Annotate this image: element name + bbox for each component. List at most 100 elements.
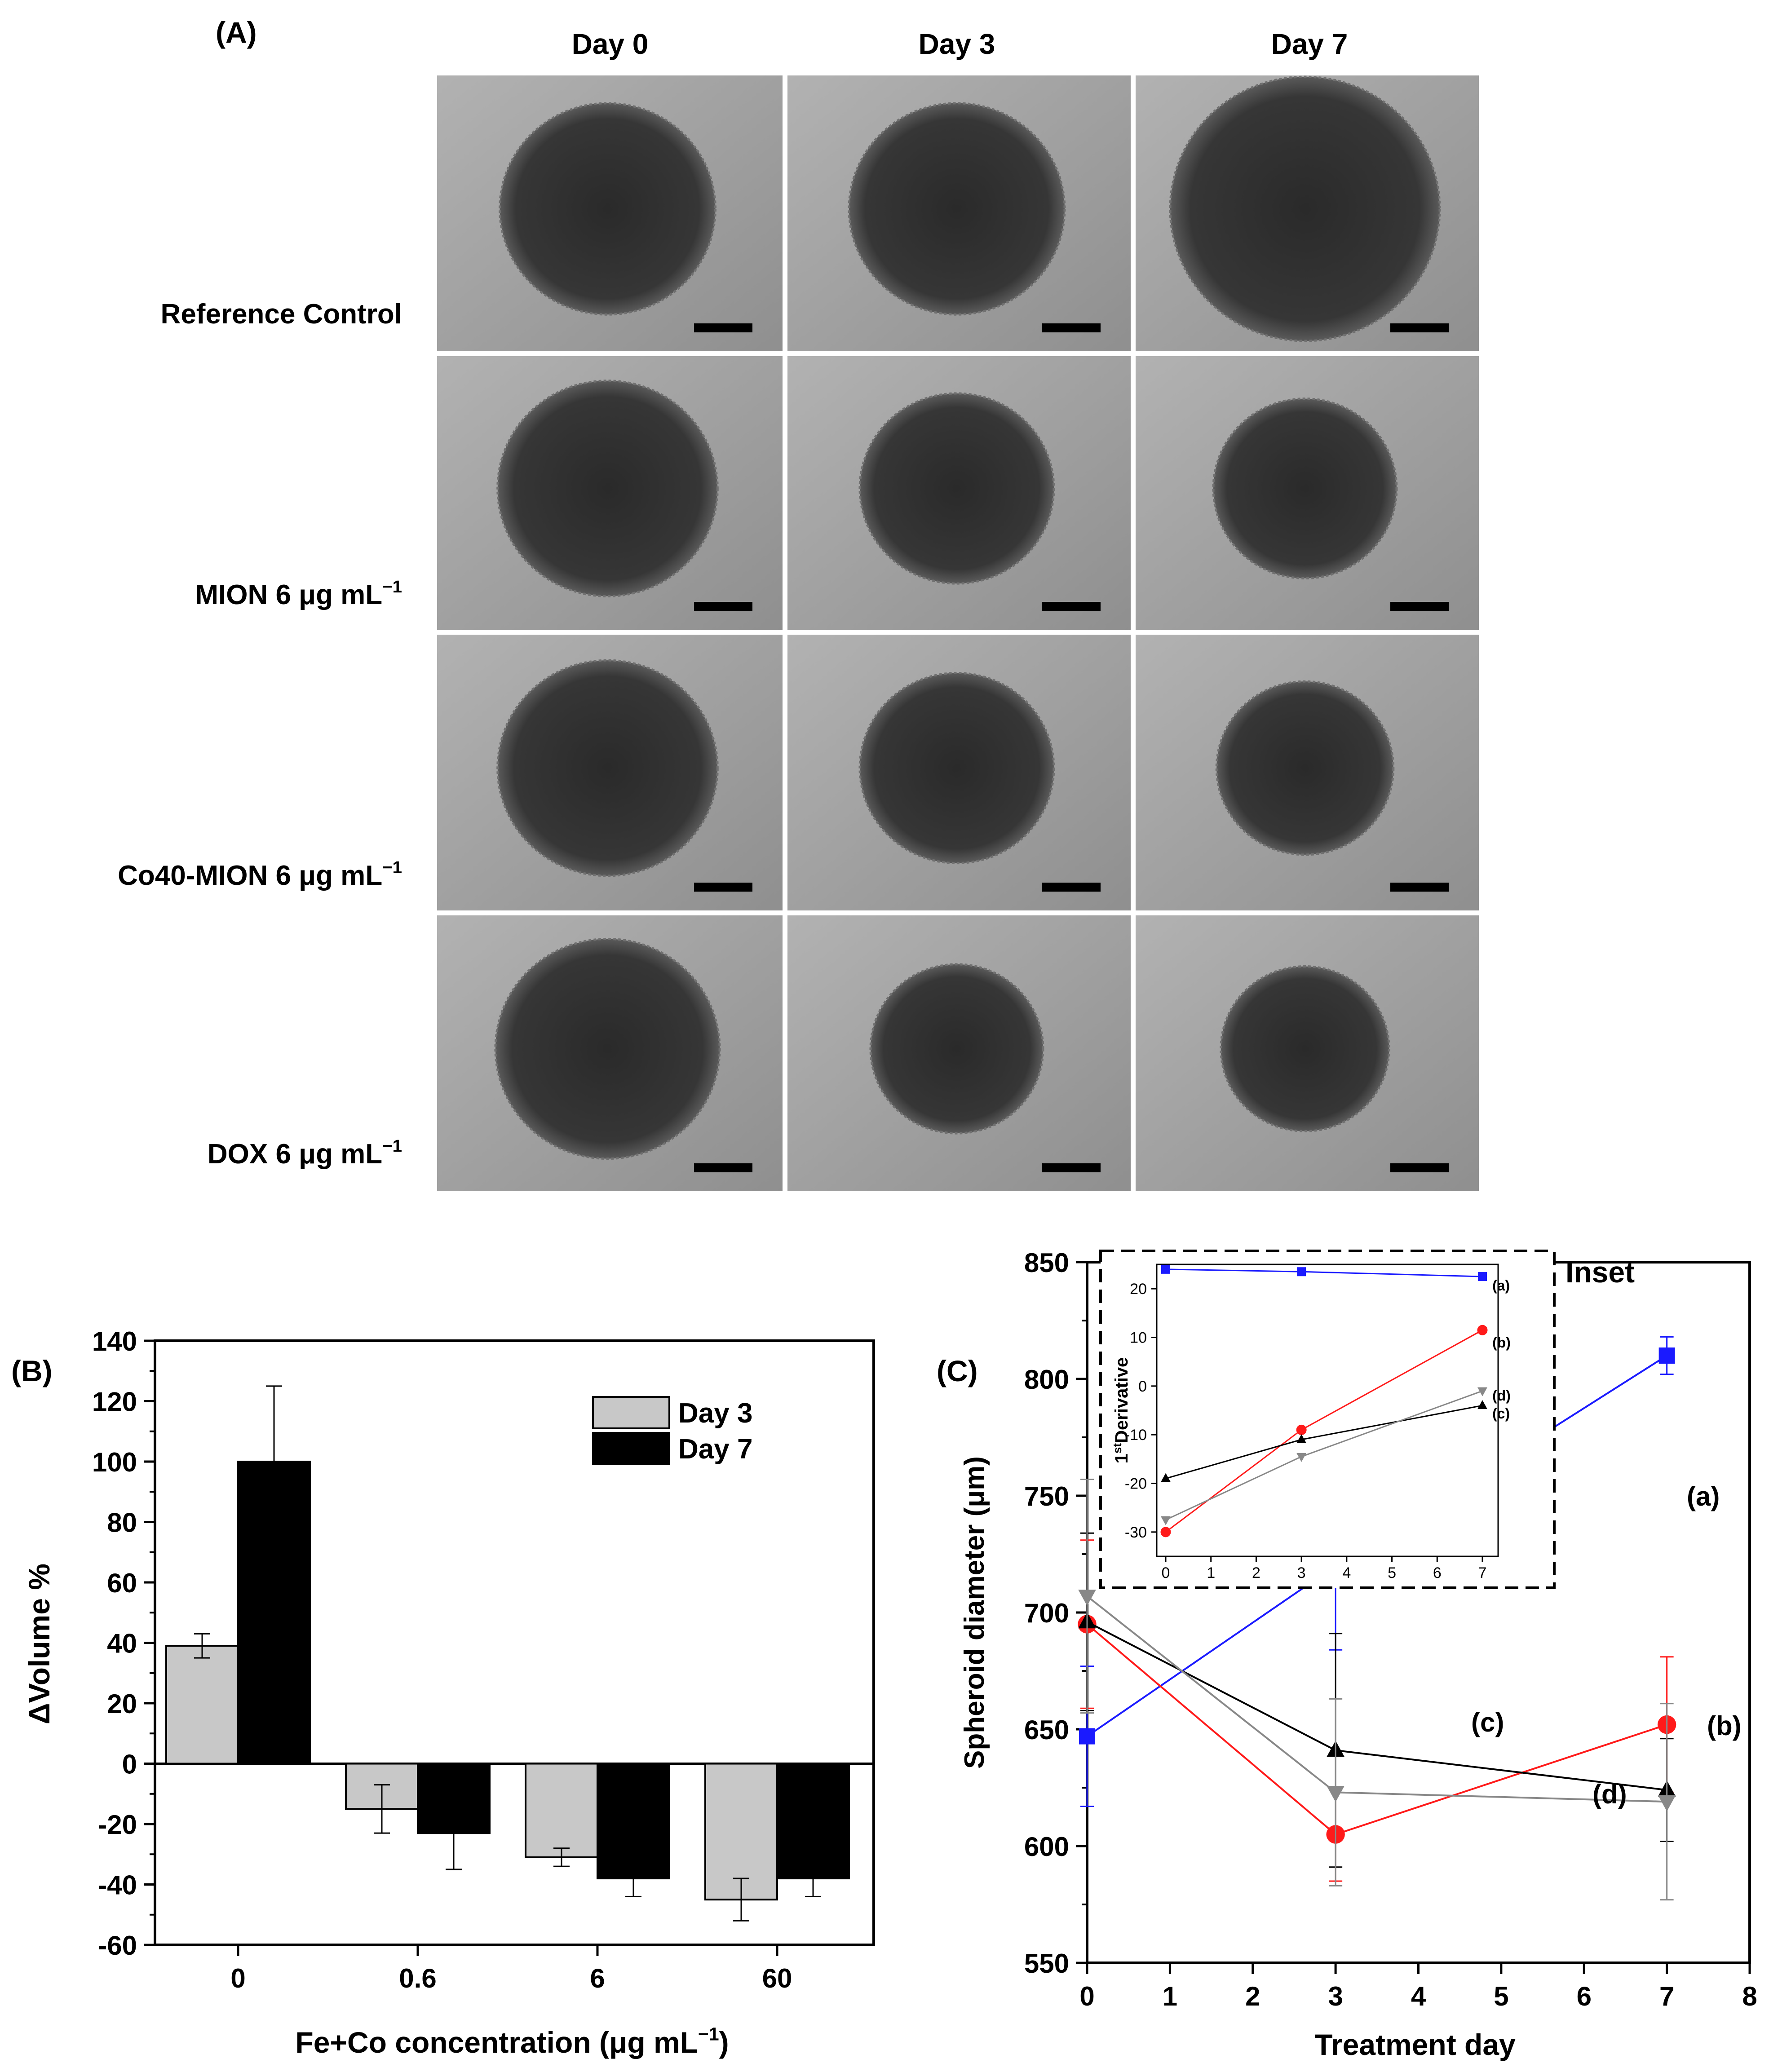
scale-bar-r3-c0	[694, 1163, 752, 1172]
scale-bar-r0-c1	[1042, 323, 1101, 332]
spheroid-r3-c2	[1220, 965, 1390, 1132]
series-line-c-2	[1087, 1621, 1667, 1791]
row-label-2: Co40-MION 6 μg mL−1	[118, 858, 402, 891]
point-c-0-0	[1079, 1728, 1095, 1745]
spheroid-r0-c0	[499, 102, 716, 316]
y-tick-label-c-5: 800	[1024, 1365, 1069, 1395]
point-inset-3-0	[1161, 1516, 1171, 1525]
x-tick-label-inset-4: 4	[1342, 1564, 1351, 1582]
x-tick-label-c-6: 6	[1577, 1981, 1592, 2011]
x-tick-label-inset-1: 1	[1207, 1564, 1215, 1582]
x-tick-label-inset-3: 3	[1297, 1564, 1306, 1582]
y-tick-label-inset-4: 10	[1130, 1330, 1147, 1347]
y-tick-label-b-9: 120	[92, 1387, 137, 1417]
point-inset-3-2	[1477, 1387, 1487, 1396]
bar-0-2	[525, 1763, 598, 1858]
y-tick-label-c-3: 700	[1024, 1598, 1069, 1628]
y-tick-label-b-3: 0	[122, 1749, 137, 1780]
x-tick-label-inset-5: 5	[1388, 1564, 1396, 1582]
scale-bar-r0-c0	[694, 323, 752, 332]
y-tick-label-b-1: -40	[98, 1870, 137, 1900]
x-axis-label-b: Fe+Co concentration (μg mL−1)	[295, 2023, 729, 2059]
y-tick-label-c-4: 750	[1024, 1481, 1069, 1511]
bar-1-3	[776, 1763, 850, 1880]
point-inset-2-2	[1477, 1400, 1487, 1409]
spheroid-r2-c0	[496, 659, 719, 877]
series-label-inset-1: (b)	[1492, 1334, 1511, 1351]
spheroid-r1-c0	[496, 380, 719, 597]
scale-bar-r2-c1	[1042, 883, 1101, 892]
series-label-c-0: (a)	[1687, 1481, 1720, 1511]
x-tick-label-c-7: 7	[1659, 1981, 1674, 2011]
point-c-3-2	[1658, 1795, 1676, 1811]
y-tick-label-b-10: 140	[92, 1326, 137, 1356]
x-tick-label-b-2: 6	[590, 1963, 605, 1993]
y-tick-label-b-6: 60	[107, 1568, 137, 1598]
y-tick-label-b-7: 80	[107, 1508, 137, 1538]
x-tick-label-c-3: 3	[1328, 1981, 1343, 2011]
spheroid-r2-c2	[1215, 680, 1395, 856]
y-axis-label-c: Spheroid diameter (μm)	[959, 1456, 990, 1769]
scale-bar-r2-c2	[1390, 883, 1449, 892]
point-inset-1-0	[1160, 1527, 1171, 1537]
bar-0-0	[165, 1645, 239, 1765]
point-inset-3-1	[1296, 1453, 1307, 1462]
y-tick-label-c-6: 850	[1024, 1248, 1069, 1278]
spheroid-r3-c0	[494, 937, 721, 1160]
bar-1-2	[597, 1763, 670, 1880]
y-tick-label-inset-1: -20	[1125, 1476, 1147, 1493]
x-axis-label-c: Treatment day	[1314, 2028, 1516, 2061]
spheroid-r3-c1	[869, 963, 1044, 1135]
point-inset-2-1	[1296, 1434, 1307, 1443]
point-inset-0-0	[1161, 1264, 1170, 1274]
y-axis-label-inset: 1stDerivative	[1110, 1357, 1132, 1464]
spheroid-r0-c2	[1169, 75, 1441, 342]
x-tick-label-inset-6: 6	[1433, 1564, 1442, 1582]
y-tick-label-inset-5: 20	[1130, 1281, 1147, 1298]
y-tick-label-inset-2: -10	[1125, 1427, 1147, 1444]
y-tick-label-c-1: 600	[1024, 1832, 1069, 1862]
y-tick-label-c-2: 650	[1024, 1715, 1069, 1745]
series-label-c-1: (b)	[1707, 1711, 1742, 1741]
spheroid-r1-c1	[858, 392, 1055, 585]
point-inset-1-1	[1296, 1424, 1307, 1435]
column-header-2: Day 7	[1271, 28, 1348, 60]
panel-c-tag: (C)	[937, 1354, 978, 1387]
x-tick-label-c-1: 1	[1163, 1981, 1177, 2011]
series-label-c-2: (c)	[1471, 1707, 1504, 1737]
point-inset-0-2	[1478, 1272, 1487, 1281]
y-tick-label-b-2: -20	[98, 1810, 137, 1840]
legend-label-b-1: Day 7	[678, 1434, 752, 1465]
point-inset-0-1	[1297, 1267, 1306, 1277]
point-inset-1-2	[1477, 1325, 1488, 1335]
x-tick-label-c-5: 5	[1494, 1981, 1508, 2011]
x-tick-label-inset-0: 0	[1162, 1564, 1170, 1582]
point-c-0-2	[1658, 1347, 1675, 1364]
series-line-c-1	[1086, 1623, 1667, 1836]
bar-0-3	[704, 1763, 778, 1901]
legend-swatch-b-1	[592, 1432, 670, 1465]
spheroid-r0-c1	[848, 102, 1066, 316]
x-tick-label-b-1: 0.6	[399, 1963, 436, 1993]
row-label-1: MION 6 μg mL−1	[195, 577, 402, 610]
series-label-inset-2: (c)	[1492, 1405, 1510, 1422]
legend-label-b-0: Day 3	[678, 1398, 752, 1429]
column-header-1: Day 3	[919, 28, 995, 60]
x-tick-label-c-0: 0	[1079, 1981, 1094, 2011]
y-axis-label-b: ΔVolume %	[22, 1564, 56, 1724]
point-inset-2-0	[1161, 1473, 1171, 1482]
x-tick-label-inset-7: 7	[1478, 1564, 1487, 1582]
x-tick-label-b-3: 60	[762, 1963, 792, 1993]
scale-bar-r1-c0	[694, 602, 752, 611]
y-tick-label-c-0: 550	[1024, 1948, 1069, 1979]
scale-bar-r2-c0	[694, 883, 752, 892]
x-tick-label-b-0: 0	[230, 1963, 245, 1993]
y-tick-label-b-5: 40	[107, 1629, 137, 1659]
point-c-3-1	[1327, 1786, 1344, 1802]
x-tick-label-c-4: 4	[1411, 1981, 1426, 2011]
panel-b-tag: (B)	[11, 1354, 53, 1387]
x-tick-label-c-8: 8	[1742, 1981, 1757, 2011]
scale-bar-r0-c2	[1390, 323, 1449, 332]
scale-bar-r3-c2	[1390, 1163, 1449, 1172]
